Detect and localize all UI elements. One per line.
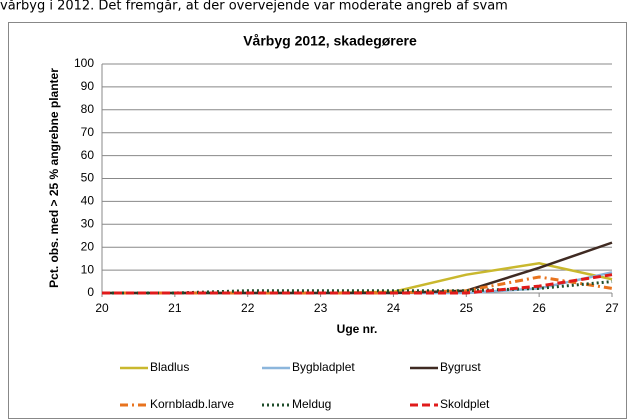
chart-title: Vårbyg 2012, skadegørere — [243, 33, 417, 49]
legend-label: Bladlus — [150, 360, 189, 374]
x-tick-label: 24 — [387, 301, 401, 315]
x-tick-label: 22 — [241, 301, 255, 315]
series-line — [102, 273, 613, 295]
legend-label: Meldug — [292, 397, 331, 411]
y-tick-label: 100 — [74, 56, 94, 70]
x-tick-label: 23 — [314, 301, 328, 315]
y-tick-label: 60 — [81, 148, 95, 162]
legend-label: Kornbladb.larve — [150, 397, 234, 411]
y-tick-label: 90 — [81, 79, 95, 93]
legend-label: Bygbladplet — [292, 360, 355, 374]
y-tick-label: 30 — [81, 216, 95, 230]
x-axis-label: Uge nr. — [337, 322, 378, 336]
x-tick-label: 27 — [605, 301, 619, 315]
y-tick-label: 0 — [87, 285, 94, 299]
x-tick-label: 21 — [168, 301, 182, 315]
y-tick-label: 40 — [81, 194, 95, 208]
x-tick-label: 26 — [532, 301, 546, 315]
y-tick-label: 50 — [81, 171, 95, 185]
legend-label: Bygrust — [440, 360, 481, 374]
chart-frame — [8, 22, 627, 419]
y-tick-label: 80 — [81, 102, 95, 116]
y-axis-label: Pct. obs. med > 25 % angrebne planter — [47, 68, 61, 288]
x-tick-label: 25 — [460, 301, 474, 315]
y-tick-label: 20 — [81, 239, 95, 253]
y-tick-label: 10 — [81, 262, 95, 276]
legend-label: Skoldplet — [440, 397, 490, 411]
caption: vårbyg i 2012. Det fremgår, at der overv… — [0, 0, 508, 14]
y-tick-label: 70 — [81, 125, 95, 139]
x-tick-label: 20 — [95, 301, 109, 315]
